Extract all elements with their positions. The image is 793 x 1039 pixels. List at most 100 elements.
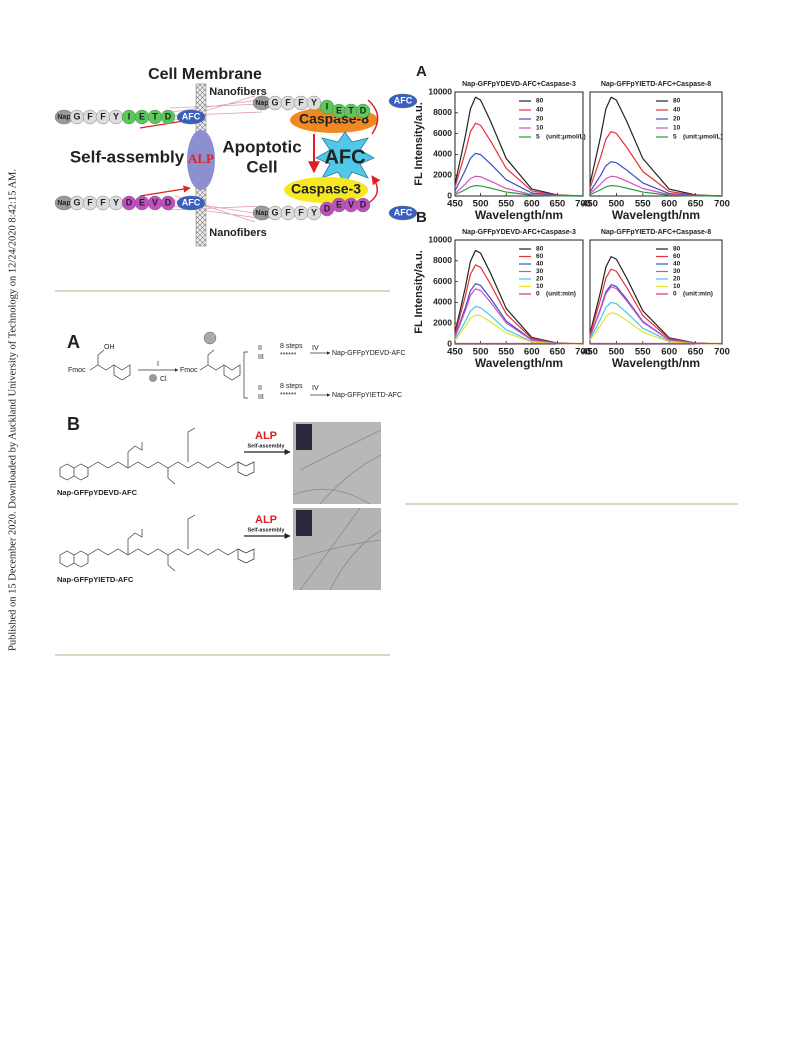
peptide-residue: E bbox=[139, 197, 145, 207]
y-tick-label: 2000 bbox=[433, 317, 452, 327]
peptide-bead bbox=[160, 195, 176, 211]
x-tick-label: 650 bbox=[549, 199, 565, 210]
peptide-residue: G bbox=[73, 197, 80, 207]
chart-title: Nap-GFFpYIETD-AFC+Caspase-8 bbox=[601, 81, 711, 88]
peptide-residue: G bbox=[73, 111, 80, 121]
step-label: III bbox=[258, 354, 264, 361]
peptide-residue: F bbox=[285, 97, 291, 107]
alp-enzyme bbox=[187, 130, 215, 190]
x-tick-label: 600 bbox=[524, 347, 540, 358]
gel-vial bbox=[296, 424, 312, 450]
x-tick-label: 550 bbox=[498, 347, 514, 358]
spectrum-line bbox=[589, 268, 723, 345]
y-tick-label: 8000 bbox=[433, 107, 452, 117]
peptide-bead bbox=[355, 197, 371, 213]
product-label: Nap-GFFpYIETD-AFC bbox=[332, 392, 402, 399]
x-tick-label: 500 bbox=[473, 199, 489, 210]
y-tick-label: 4000 bbox=[433, 297, 452, 307]
cell-label: Cell bbox=[246, 157, 277, 176]
peptide-residue: F bbox=[298, 207, 304, 217]
legend-label: 20 bbox=[536, 276, 544, 283]
steps-label: 8 steps bbox=[280, 383, 303, 390]
self-assembly-label: Self-assembly bbox=[70, 147, 185, 166]
legend-label: 40 bbox=[536, 107, 544, 114]
peptide-residue: Y bbox=[113, 197, 119, 207]
chem-label: OH bbox=[104, 344, 115, 351]
peptide-residue: D bbox=[360, 105, 367, 115]
peptide-residue: F bbox=[100, 111, 106, 121]
x-tick-label: 500 bbox=[608, 347, 624, 358]
peptide-residue: D bbox=[360, 199, 367, 209]
peptide-residue: Nap bbox=[255, 210, 268, 217]
y-tick-label: 2000 bbox=[433, 169, 452, 179]
nanofiber-lines bbox=[167, 95, 263, 223]
x-tick-label: 450 bbox=[447, 199, 463, 210]
spectrum-line bbox=[454, 96, 584, 197]
spectrum-line bbox=[454, 288, 584, 345]
legend-label: 10 bbox=[673, 125, 681, 132]
step-label: IV bbox=[312, 385, 319, 392]
peptide-bead bbox=[388, 205, 418, 221]
x-tick-label: 600 bbox=[661, 347, 677, 358]
route-upper: II III 8 steps ****** IV Nap-GFFpYDEVD-A… bbox=[258, 343, 406, 361]
legend-label: 80 bbox=[673, 98, 681, 105]
y-tick-label: 0 bbox=[447, 338, 452, 348]
plot-frame bbox=[589, 91, 723, 197]
legend-unit: (unit:μmol/L) bbox=[546, 134, 586, 141]
peptide-residue: AFC bbox=[182, 197, 201, 207]
step-label: I bbox=[157, 361, 159, 368]
spectrum-line bbox=[454, 185, 584, 197]
structure bbox=[59, 427, 255, 572]
y-tick-label: 6000 bbox=[433, 128, 452, 138]
legend-unit: (unit:min) bbox=[546, 291, 576, 298]
figure-1: Cell Membrane Nanofibers Nanofibers ALP … bbox=[70, 66, 378, 247]
y-tick-label: 4000 bbox=[433, 149, 452, 159]
chem-label: Cl bbox=[160, 376, 167, 383]
peptide-residue: AFC bbox=[394, 207, 413, 217]
legend-unit: (unit:min) bbox=[683, 291, 713, 298]
panel-label: A bbox=[416, 63, 427, 80]
legend-label: 40 bbox=[673, 261, 681, 268]
compound-name: Nap-GFFpYDEVD-AFC bbox=[57, 488, 138, 497]
alp-label: ALP bbox=[255, 514, 277, 526]
chart: Nap-GFFpYDEVD-AFC+Caspase-3 450 500 550 600 6… bbox=[413, 229, 591, 370]
membrane-title: Cell Membrane bbox=[148, 66, 262, 83]
y-tick-label: 6000 bbox=[433, 276, 452, 286]
peptide-residue: Nap bbox=[57, 200, 70, 207]
nanofibers-label: Nanofibers bbox=[209, 227, 266, 239]
y-tick-label: 10000 bbox=[428, 234, 452, 244]
legend-label: 20 bbox=[673, 116, 681, 123]
legend-label: 80 bbox=[536, 98, 544, 105]
resin bbox=[203, 331, 217, 345]
peptide-bead bbox=[388, 93, 418, 109]
peptide-bead bbox=[160, 109, 176, 125]
peptide-residue: E bbox=[336, 199, 342, 209]
steps-stars: ****** bbox=[280, 392, 297, 399]
chart-title: Nap-GFFpYDEVD-AFC+Caspase-3 bbox=[462, 81, 576, 88]
compound-name: Nap-GFFpYIETD-AFC bbox=[57, 575, 134, 584]
legend-label: 80 bbox=[536, 246, 544, 253]
panel-label: A bbox=[67, 332, 80, 352]
tem-fibers bbox=[292, 429, 382, 591]
x-tick-label: 600 bbox=[524, 199, 540, 210]
x-axis-label: Wavelength/nm bbox=[475, 356, 563, 370]
legend-label: 5 bbox=[536, 134, 540, 141]
peptide-residue: AFC bbox=[394, 95, 413, 105]
spectrum-line bbox=[454, 314, 584, 345]
nanofibers-label: Nanofibers bbox=[209, 86, 266, 98]
peptide-residue: V bbox=[348, 199, 354, 209]
x-tick-label: 500 bbox=[473, 347, 489, 358]
chart-title: Nap-GFFpYDEVD-AFC+Caspase-3 bbox=[462, 229, 576, 236]
peptide-residue: F bbox=[298, 97, 304, 107]
peptide-residue: D bbox=[324, 203, 331, 213]
x-axis-label: Wavelength/nm bbox=[612, 356, 700, 370]
legend-unit: (unit:μmol/L) bbox=[683, 134, 723, 141]
x-tick-label: 450 bbox=[447, 347, 463, 358]
x-tick-label: 650 bbox=[549, 347, 565, 358]
chart-title: Nap-GFFpYIETD-AFC+Caspase-8 bbox=[601, 229, 711, 236]
peptide-residue: F bbox=[87, 111, 93, 121]
peptide-bead bbox=[176, 109, 206, 125]
